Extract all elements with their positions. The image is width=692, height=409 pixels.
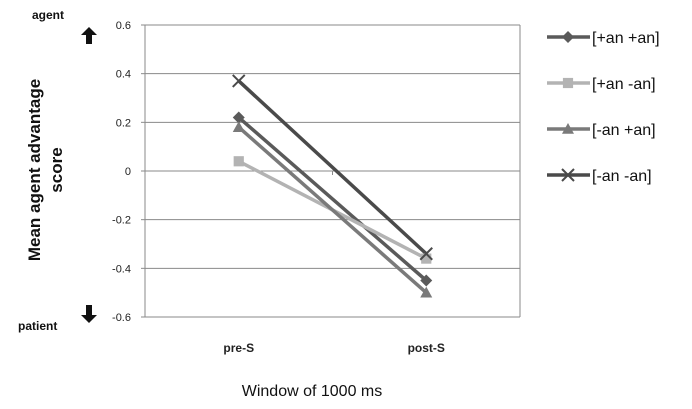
y-tick-label: -0.6: [112, 312, 131, 324]
legend-marker: [562, 77, 574, 89]
legend-label: [+an -an]: [592, 76, 656, 93]
data-point: [233, 156, 244, 167]
up-arrow-icon: [81, 27, 97, 44]
data-point: [420, 274, 433, 287]
y-tick-label: 0.6: [116, 20, 131, 32]
x-tick-label: pre-S: [223, 341, 254, 355]
legend-marker: [561, 168, 575, 182]
x-axis-label: Window of 1000 ms: [242, 383, 383, 400]
y-axis-label-line1: Mean agent advantage: [25, 79, 44, 261]
series-line: [237, 125, 428, 294]
data-point: [419, 247, 433, 261]
data-point: [421, 253, 432, 264]
legend-label: [-an +an]: [592, 122, 656, 139]
axes: [141, 24, 521, 318]
y-tick-label: 0.2: [116, 117, 131, 129]
y-tick-label: -0.4: [112, 263, 131, 275]
y-axis-label-line2: score: [47, 147, 66, 192]
legend-item: [+an +an]: [547, 30, 660, 47]
x-tick-labels: pre-S post-S: [223, 341, 445, 355]
legend-marker: [562, 123, 574, 134]
legend-label: [+an +an]: [592, 30, 660, 47]
data-point: [232, 121, 245, 132]
series-line: [237, 79, 428, 256]
y-tick-label: -0.2: [112, 215, 131, 227]
legend-marker: [562, 31, 574, 43]
data-point: [420, 286, 433, 298]
legend-item: [-an +an]: [547, 122, 656, 139]
down-arrow-icon: [81, 305, 97, 323]
series-lines: [237, 79, 428, 294]
data-point: [232, 74, 246, 88]
patient-annotation: patient: [18, 319, 57, 333]
legend: [+an +an] [+an -an] [-an +an] [-an -an]: [547, 30, 660, 185]
y-tick-labels: 0.6 0.4 0.2 0 -0.2 -0.4 -0.6: [112, 20, 131, 324]
legend-item: [+an -an]: [547, 76, 656, 93]
series-markers: [232, 74, 433, 298]
data-point: [232, 111, 245, 124]
legend-item: [-an -an]: [547, 168, 652, 185]
series-line: [237, 116, 428, 282]
agent-annotation: agent: [32, 8, 64, 22]
legend-label: [-an -an]: [592, 168, 652, 185]
y-tick-label: 0: [125, 166, 131, 178]
x-tick-label: post-S: [408, 341, 445, 355]
y-tick-label: 0.4: [116, 69, 131, 81]
